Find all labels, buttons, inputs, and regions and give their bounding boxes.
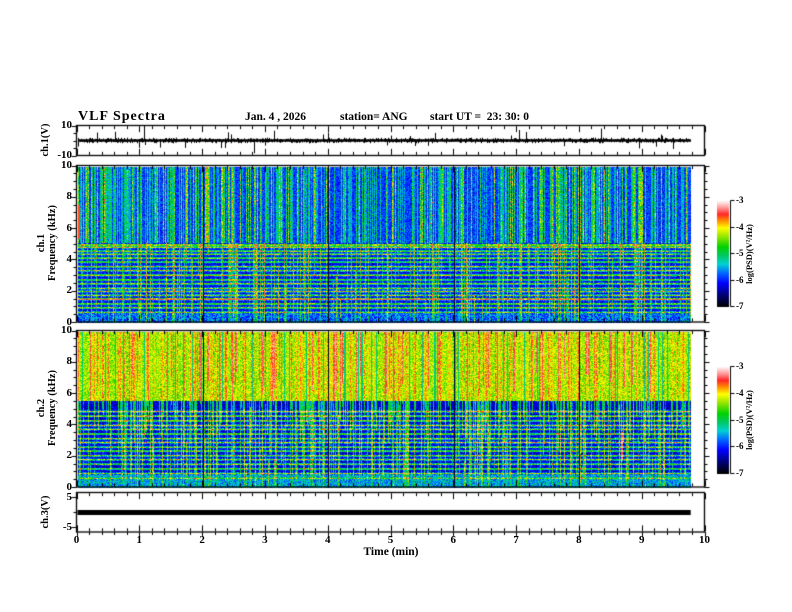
ch2-spec-axis-label-line1: ch.2	[36, 398, 47, 418]
ch2-spec-ytick-label: 8	[66, 355, 73, 368]
ch2-spec-axis-label: ch.2 Frequency (kHz)	[36, 352, 58, 464]
colorbar1-tick-label: -3	[736, 195, 744, 205]
ch3-ytick-label: 5	[66, 490, 73, 503]
time-tick-label: 9	[638, 533, 645, 546]
colorbar2-tick-label: -3	[736, 361, 744, 371]
ch1-wave-ytick-label: 10	[61, 119, 72, 131]
time-tick-label: 10	[699, 533, 710, 546]
ch2-spec-ytick-label: 4	[66, 417, 73, 430]
colorbar2-tick-label: -5	[736, 414, 744, 425]
ch1-spec-axis-label-line2: Frequency (kHz)	[47, 205, 58, 281]
time-tick-label: 2	[199, 533, 205, 546]
colorbar2-tick-label: -7	[736, 468, 744, 478]
ch1-spec-ytick-label: 4	[66, 252, 73, 265]
ch1-spec-ytick-label: 8	[66, 190, 73, 203]
colorbar1-tick-label: -4	[736, 221, 744, 232]
time-tick-label: 4	[324, 533, 331, 546]
ch2-spec-ytick-label: 2	[66, 449, 73, 462]
header-station: station= ANG	[340, 111, 408, 123]
colorbar2-tick-label: -6	[736, 441, 744, 452]
ch2-spec-ytick-label: 0	[66, 480, 73, 493]
plot-title: VLF Spectra	[78, 109, 166, 124]
ch1-spec-ytick-label: 10	[61, 159, 72, 171]
ch1-spec-ytick-label: 0	[66, 315, 73, 328]
colorbar2-tick-label: -4	[736, 387, 744, 398]
time-tick-label: 8	[576, 533, 582, 546]
ch1-spec-axis-label-line1: ch.1	[36, 233, 47, 253]
time-tick-label: 7	[513, 533, 519, 546]
ch1-spec-ytick-label: 6	[66, 221, 73, 234]
ch1-spec-axis-label: ch.1 Frequency (kHz)	[36, 187, 58, 299]
time-tick-label: 1	[136, 533, 143, 546]
colorbar1-tick-label: -6	[736, 274, 744, 285]
header-date: Jan. 4 , 2026	[245, 111, 307, 123]
time-axis-label: Time (min)	[363, 546, 419, 558]
ch2-spec-ytick-label: 10	[61, 324, 72, 336]
ch1-wave-ytick-label: -10	[57, 149, 72, 161]
ch2-spec-ytick-label: 6	[66, 386, 73, 399]
colorbar1-tick-label: -5	[736, 248, 744, 258]
time-tick-label: 5	[387, 533, 394, 546]
time-tick-label: 6	[450, 533, 457, 546]
time-tick-label: 0	[73, 533, 80, 546]
time-tick-label: 3	[262, 533, 268, 546]
ch2-spec-axis-label-line2: Frequency (kHz)	[47, 370, 58, 446]
colorbar1-tick-label: -7	[736, 301, 744, 311]
header-start-ut: start UT = 23: 30: 0	[430, 111, 529, 123]
ch1-spec-ytick-label: 2	[66, 284, 73, 297]
ch3-ytick-label: -5	[62, 520, 72, 533]
